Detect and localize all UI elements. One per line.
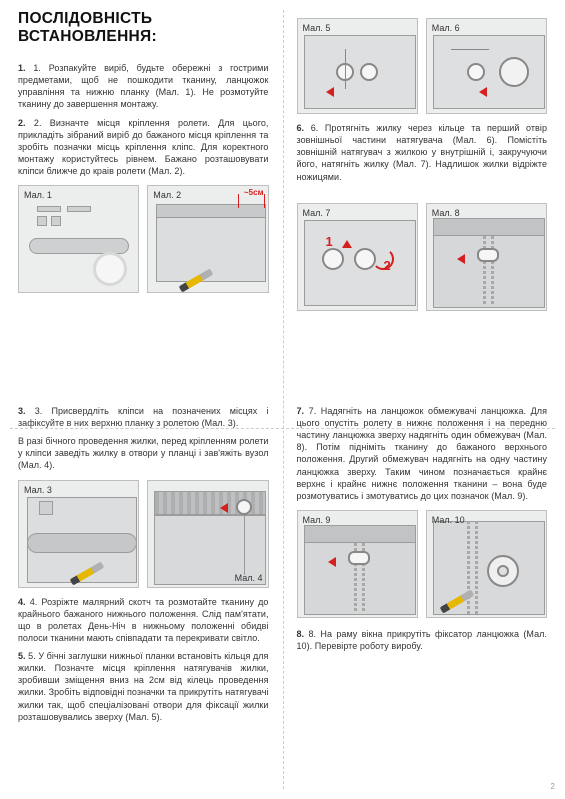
figure-1-label: Мал. 1 [24, 190, 52, 200]
figure-1: Мал. 1 [18, 185, 139, 293]
step-8: 8. 8. На раму вікна прикрутіть фіксатор … [297, 628, 548, 652]
figure-5-label: Мал. 5 [303, 23, 331, 33]
figure-9-label: Мал. 9 [303, 515, 331, 525]
step-4: 4. 4. Розріжте малярний скотч та розмота… [18, 596, 269, 645]
figure-9: Мал. 9 [297, 510, 418, 618]
figure-2-label: Мал. 2 [153, 190, 181, 200]
section-left-bottom: 3. 3. Присвердліть кліпси на позначених … [0, 387, 283, 799]
figure-row-5-6: Мал. 5 Мал. 6 [297, 18, 548, 114]
figure-8: Мал. 8 [426, 203, 547, 311]
figure-10: Мал. 10 [426, 510, 547, 618]
figure-7-label: Мал. 7 [303, 208, 331, 218]
figure-3: Мал. 3 [18, 480, 139, 588]
section-right-top: Мал. 5 Мал. 6 6. 6. Протягніть жилку чер… [283, 0, 565, 387]
step-3b: В разі бічного проведення жилки, перед к… [18, 435, 269, 471]
section-right-bottom: 7. 7. Надягніть на ланцюжок обмежувачі л… [283, 387, 565, 799]
figure-4-label: Мал. 4 [235, 573, 263, 583]
step-5: 5. 5. У бічні заглушки нижньої планки вс… [18, 650, 269, 723]
page-number: 2 [551, 782, 555, 791]
figure-row-9-10: Мал. 9 Мал. 10 [297, 510, 548, 618]
figure-5: Мал. 5 [297, 18, 418, 114]
step-3a: 3. 3. Присвердліть кліпси на позначених … [18, 405, 269, 429]
figure-row-3-4: Мал. 3 Мал. 4 [18, 480, 269, 588]
step-2: 2. 2. Визначте місця кріплення ролети. Д… [18, 117, 269, 178]
figure-2: Мал. 2 ~5см [147, 185, 268, 293]
step-1: 1. 1. Розпакуйте виріб, будьте обережні … [18, 62, 269, 111]
page-title: ПОСЛІДОВНІСТЬ ВСТАНОВЛЕННЯ: [18, 10, 269, 46]
figure-6-label: Мал. 6 [432, 23, 460, 33]
figure-7-callout-1: 1 [326, 234, 333, 249]
figure-6: Мал. 6 [426, 18, 547, 114]
section-left-top: ПОСЛІДОВНІСТЬ ВСТАНОВЛЕННЯ: 1. 1. Розпак… [0, 0, 283, 387]
figure-10-label: Мал. 10 [432, 515, 465, 525]
figure-row-1-2: Мал. 1 Мал. 2 ~5см [18, 185, 269, 293]
step-7: 7. 7. Надягніть на ланцюжок обмежувачі л… [297, 405, 548, 502]
figure-3-label: Мал. 3 [24, 485, 52, 495]
step-6: 6. 6. Протягніть жилку через кільце та п… [297, 122, 548, 183]
figure-4: Мал. 4 [147, 480, 268, 588]
figure-7: Мал. 7 1 2 [297, 203, 418, 311]
figure-2-dimension: ~5см [244, 188, 264, 197]
figure-8-label: Мал. 8 [432, 208, 460, 218]
figure-row-7-8: Мал. 7 1 2 Мал. 8 [297, 203, 548, 311]
